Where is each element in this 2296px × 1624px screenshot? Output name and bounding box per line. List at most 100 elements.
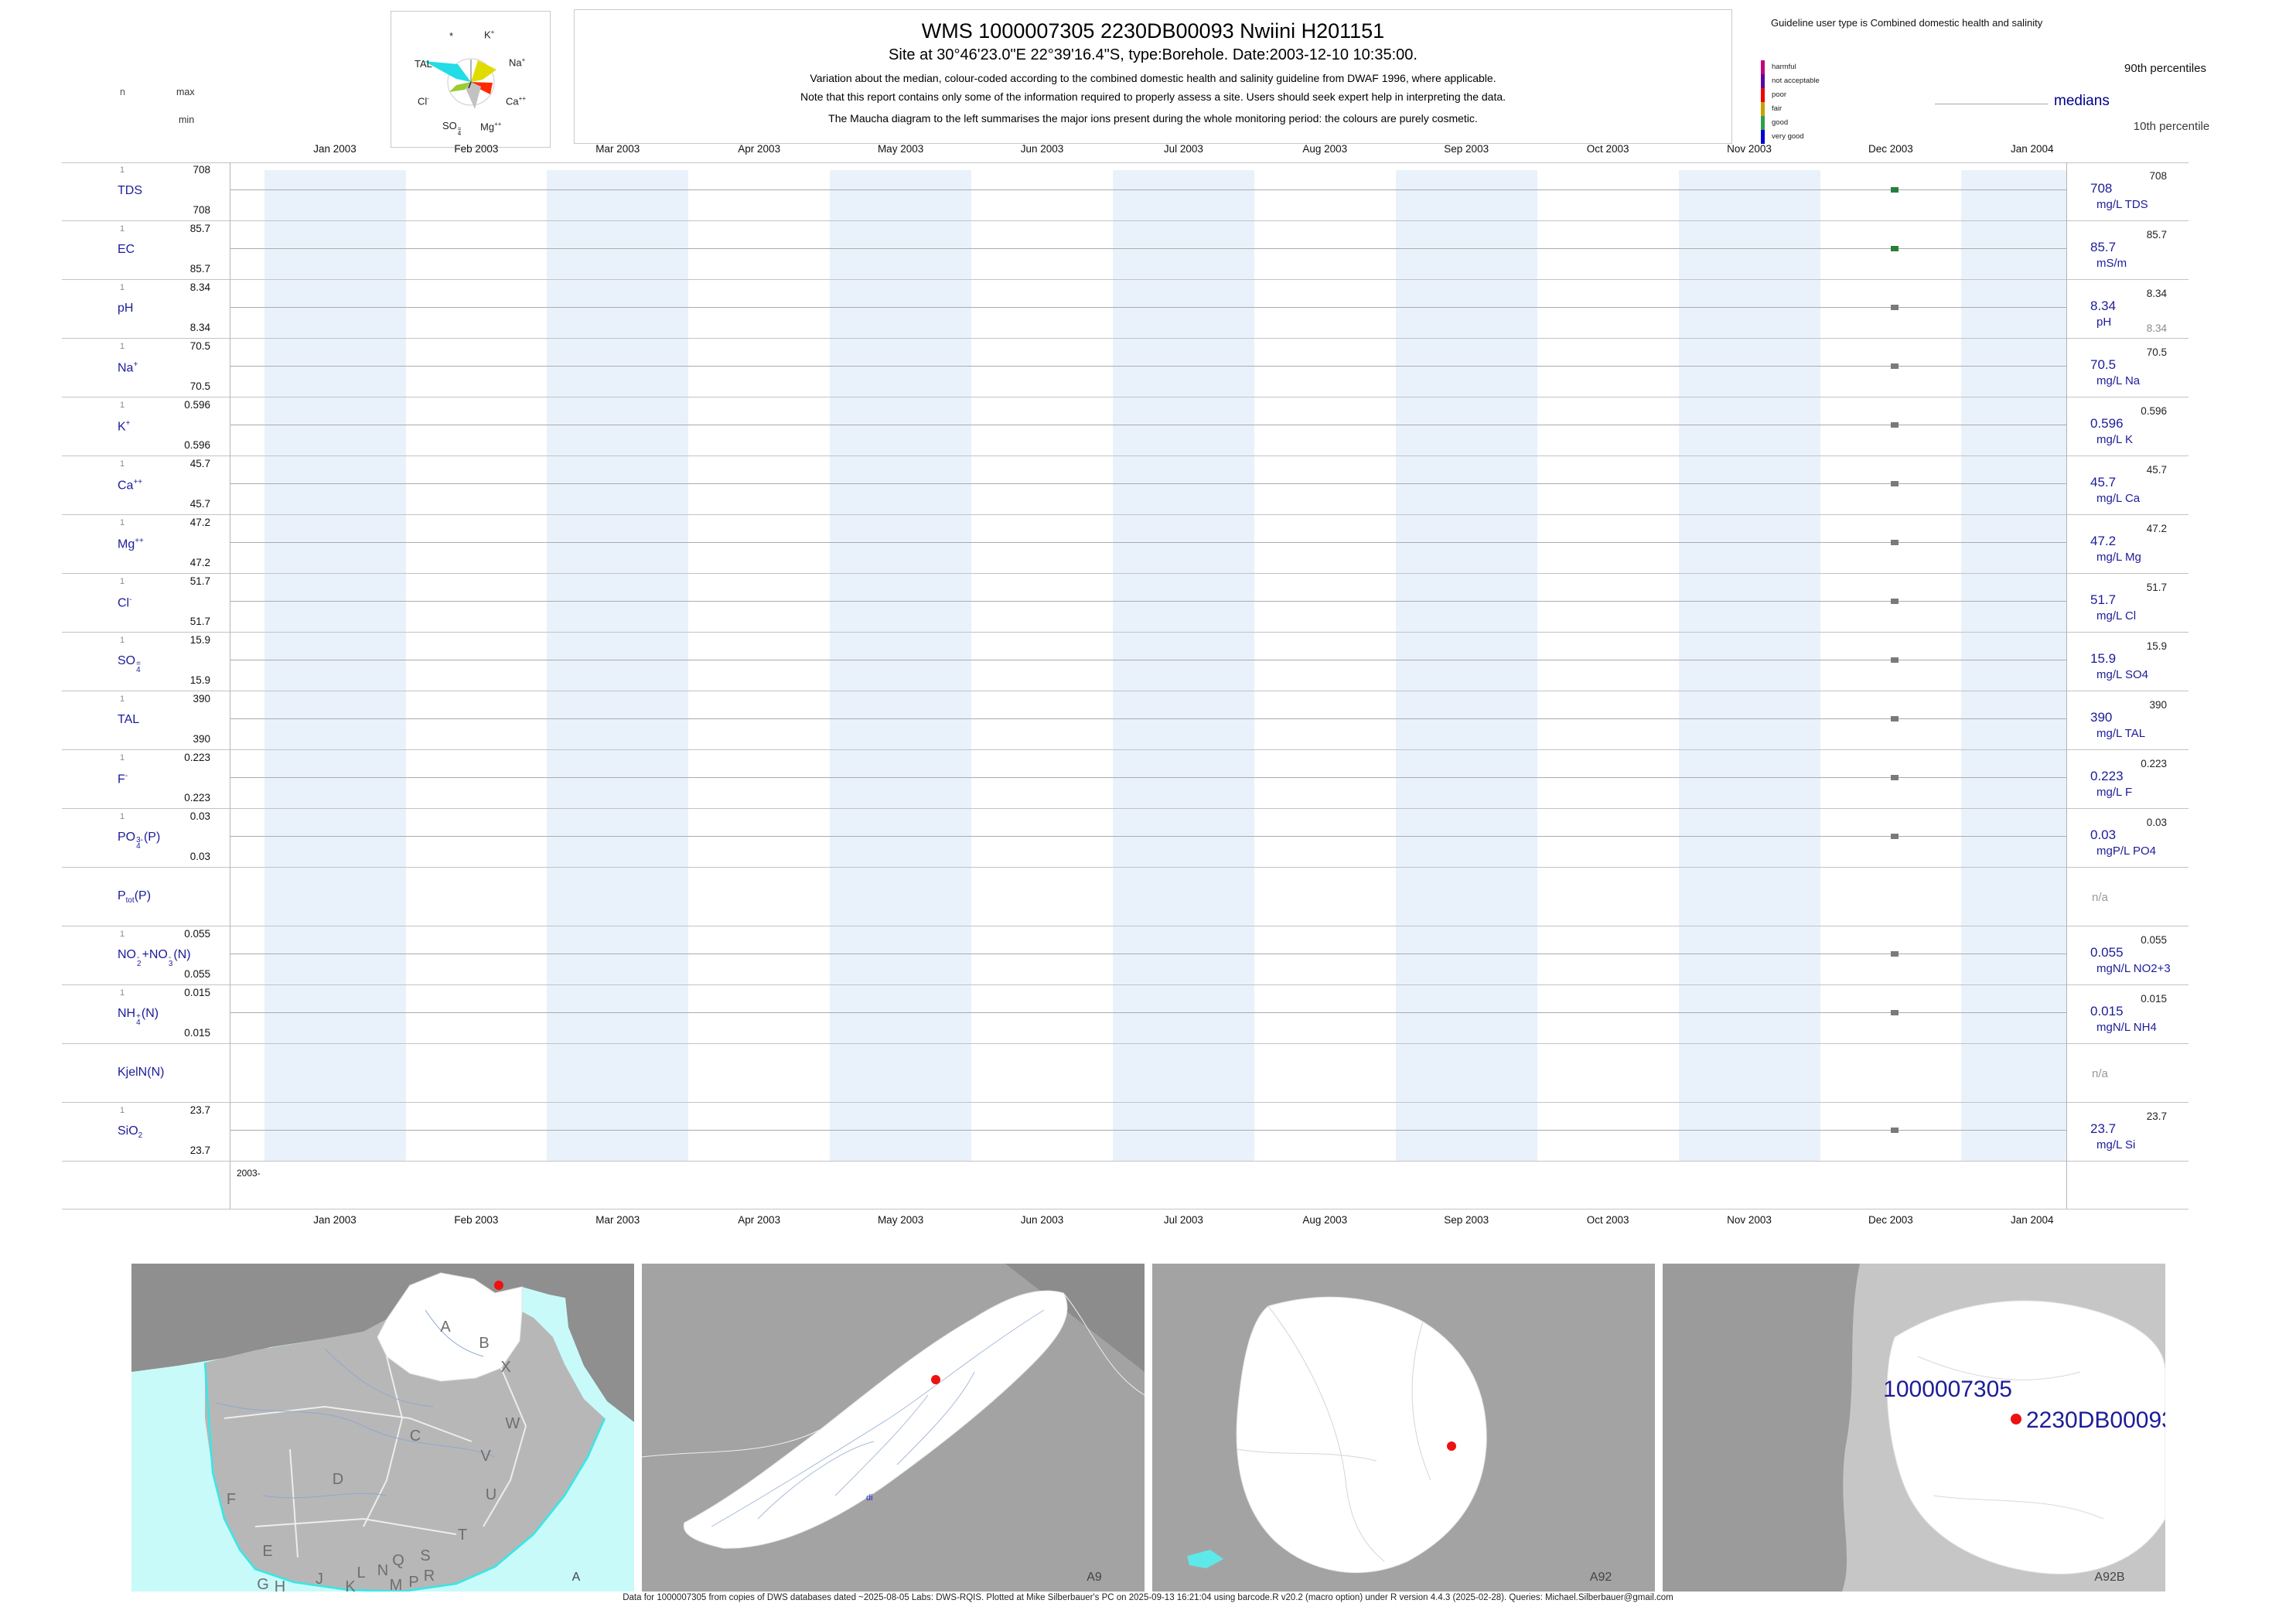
month-label: Feb 2003 xyxy=(454,143,499,155)
p90-legend-label: 90th percentiles xyxy=(2124,62,2206,75)
row-border xyxy=(62,1161,2189,1162)
month-label: Jan 2004 xyxy=(2011,143,2054,155)
max-value: 0.03 xyxy=(189,810,210,822)
guideline-color-not-acceptable xyxy=(1761,74,1765,88)
p90-value: 0.596 xyxy=(2141,405,2167,417)
max-value: 47.2 xyxy=(189,517,210,528)
parameter-row-15: KjelN(N) n/a xyxy=(0,1044,2296,1103)
parameter-name: K+ xyxy=(118,419,131,434)
drainage-letter-R: R xyxy=(424,1568,435,1585)
month-label: Nov 2003 xyxy=(1727,1214,1772,1226)
median-line xyxy=(230,836,2067,837)
min-value: 0.223 xyxy=(184,792,210,803)
unit-label: mg/L Na xyxy=(2096,374,2141,387)
median-line xyxy=(230,189,2067,190)
dam-water-body xyxy=(1187,1550,1223,1568)
row-border xyxy=(62,867,2189,868)
drainage-letter-C: C xyxy=(410,1428,421,1445)
drainage-letter-B: B xyxy=(479,1335,489,1352)
parameter-row-11: 1 0.03 PO 3- 4 (P) 0.03 0.03 0.03 mgP/L PO4 xyxy=(0,809,2296,868)
sample-point-marker xyxy=(1891,363,1899,369)
unit-label: mg/L F xyxy=(2096,786,2133,799)
p90-value: 23.7 xyxy=(2146,1111,2167,1122)
map-place-label: di xyxy=(866,1493,873,1503)
maucha-petal-mg xyxy=(466,82,481,109)
month-label: Feb 2003 xyxy=(454,1214,499,1226)
min-value: 0.055 xyxy=(184,968,210,980)
month-label: Jun 2003 xyxy=(1020,1214,1064,1226)
min-value: 51.7 xyxy=(189,616,210,627)
month-label: Jul 2003 xyxy=(1163,1214,1203,1226)
median-value: 47.2 xyxy=(2090,534,2117,548)
month-band xyxy=(830,170,972,1162)
guideline-color-poor xyxy=(1761,88,1765,102)
sample-count: 1 xyxy=(120,518,125,527)
coastline xyxy=(203,1362,606,1592)
report-note-1: Variation about the median, colour-coded… xyxy=(810,72,1496,84)
min-value: 23.7 xyxy=(189,1145,210,1156)
min-value: 0.596 xyxy=(184,439,210,451)
sample-point-marker xyxy=(1891,1010,1899,1015)
p90-value: 708 xyxy=(2149,170,2167,182)
p90-value: 51.7 xyxy=(2146,582,2167,593)
unit-label: mg/L Mg xyxy=(2096,551,2141,564)
map-quaternary-catchment-a92b: 1000007305 2230DB00093 A92B xyxy=(1663,1264,2165,1592)
maucha-ion-label: Ca++ xyxy=(506,95,527,107)
sample-point-marker xyxy=(1891,305,1899,310)
rivers xyxy=(216,1309,496,1499)
median-value: 8.34 xyxy=(2090,299,2117,313)
median-value: 390 xyxy=(2090,710,2113,725)
row-border xyxy=(62,632,2189,633)
parameter-row-1: 1 85.7 EC 85.7 85.7 85.7 mS/m xyxy=(0,221,2296,280)
parameter-name: Ca++ xyxy=(118,478,143,493)
unit-label: mg/L TAL xyxy=(2096,727,2146,740)
sample-count: 1 xyxy=(120,224,125,234)
parameter-row-7: 1 51.7 Cl- 51.7 51.7 51.7 mg/L Cl xyxy=(0,574,2296,633)
parameter-name: SiO2 xyxy=(118,1124,143,1141)
max-value: 8.34 xyxy=(189,281,210,293)
report-note-3: The Maucha diagram to the left summarise… xyxy=(828,112,1478,125)
grid-top-border xyxy=(62,162,2189,163)
row-border xyxy=(62,338,2189,339)
unit-label: mg/L SO4 xyxy=(2096,668,2148,681)
median-value: 0.03 xyxy=(2090,827,2117,842)
p90-value: 390 xyxy=(2149,699,2167,711)
month-label: May 2003 xyxy=(877,1214,924,1226)
sample-point-marker xyxy=(1891,540,1899,545)
parameter-name: NH +4 (N) xyxy=(118,1007,159,1028)
month-label: Jul 2003 xyxy=(1163,143,1203,155)
unit-label: mgP/L PO4 xyxy=(2096,844,2156,858)
drainage-letter-A: A xyxy=(440,1319,451,1336)
median-value: 0.596 xyxy=(2090,416,2124,431)
medians-legend-label: medians xyxy=(2054,93,2110,109)
maucha-ion-label: Na+ xyxy=(509,56,526,69)
month-label: Oct 2003 xyxy=(1586,143,1629,155)
rivers xyxy=(711,1309,1045,1527)
month-band xyxy=(1678,170,1820,1162)
guideline-class-label: not acceptable xyxy=(1772,77,1820,85)
maucha-ion-label: * xyxy=(449,30,454,42)
parameter-row-6: 1 47.2 Mg++ 47.2 47.2 47.2 mg/L Mg xyxy=(0,515,2296,574)
guideline-class-label: good xyxy=(1772,118,1789,127)
drainage-region-a-highlight xyxy=(377,1272,523,1382)
unit-label: pH xyxy=(2096,316,2112,329)
sample-count: 1 xyxy=(120,1106,125,1115)
max-value: 390 xyxy=(193,693,210,705)
drainage-letter-E: E xyxy=(262,1543,272,1560)
row-border xyxy=(62,984,2189,985)
guideline-user-type: Guideline user type is Combined domestic… xyxy=(1771,17,2043,29)
parameter-name: Cl- xyxy=(118,595,132,610)
unit-label: mgN/L NH4 xyxy=(2096,1021,2157,1034)
title-box: WMS 1000007305 2230DB00093 Nwiini H20115… xyxy=(574,9,1732,144)
site-marker-dot xyxy=(2011,1414,2021,1424)
month-band xyxy=(1961,170,2067,1162)
drainage-letter-S: S xyxy=(420,1547,430,1564)
maucha-petal-so4 xyxy=(468,81,472,89)
median-line xyxy=(230,366,2067,367)
sample-point-marker xyxy=(1891,1128,1899,1133)
sample-count: 1 xyxy=(120,165,125,175)
max-value: 45.7 xyxy=(189,458,210,469)
p90-value: 70.5 xyxy=(2146,346,2167,358)
date-axis-note: 2003- xyxy=(237,1168,261,1179)
